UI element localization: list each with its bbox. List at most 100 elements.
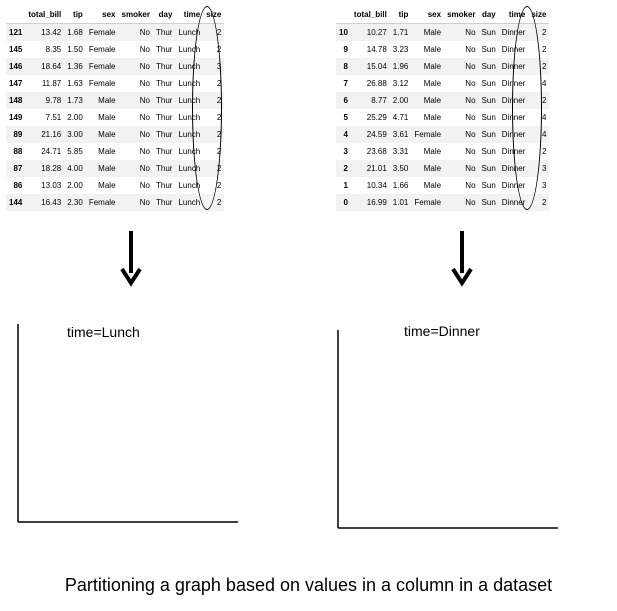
row-index: 5 bbox=[343, 113, 348, 122]
table-cell: 18.64 bbox=[41, 62, 62, 71]
table-cell: 3 bbox=[542, 164, 547, 173]
row-index: 9 bbox=[343, 45, 348, 54]
table-cell: No bbox=[465, 198, 476, 207]
table-row: 6 8.77 2.00 Male No Sun Dinner 2 bbox=[336, 92, 550, 109]
table-cell: Thur bbox=[155, 79, 173, 88]
dinner-panel: total_bill tip sex smoker day time size 10 10.2… bbox=[336, 6, 550, 211]
table-cell: 2.00 bbox=[392, 96, 409, 105]
table-cell: No bbox=[465, 45, 476, 54]
table-cell: No bbox=[465, 147, 476, 156]
table-cell: 21.01 bbox=[366, 164, 387, 173]
table-cell: 16.43 bbox=[41, 198, 62, 207]
table-cell: Sun bbox=[481, 198, 496, 207]
table-cell: 11.87 bbox=[41, 79, 62, 88]
table-cell: Thur bbox=[155, 147, 173, 156]
column-header bbox=[336, 6, 351, 24]
row-index: 146 bbox=[9, 62, 23, 71]
table-cell: Sun bbox=[481, 62, 496, 71]
row-index: 86 bbox=[13, 181, 23, 190]
table-cell: Male bbox=[423, 147, 442, 156]
table-cell: 2 bbox=[542, 28, 547, 37]
table-cell: 3.61 bbox=[392, 130, 409, 139]
table-row: 89 21.16 3.00 Male No Thur Lunch 2 bbox=[6, 126, 225, 143]
table-cell: 1.63 bbox=[67, 79, 83, 88]
column-header: sex bbox=[85, 6, 119, 24]
table-cell: No bbox=[465, 113, 476, 122]
table-cell: 4 bbox=[542, 79, 547, 88]
table-cell: Female bbox=[88, 62, 116, 71]
table-cell: Male bbox=[98, 181, 116, 190]
table-cell: 2 bbox=[542, 147, 547, 156]
table-cell: Sun bbox=[481, 181, 496, 190]
table-cell: Dinner bbox=[501, 181, 526, 190]
table-cell: Male bbox=[98, 164, 116, 173]
dinner-table-body: 10 10.27 1.71 Male No Sun Dinner 2 9 14.78 3.23 Mal… bbox=[336, 23, 550, 211]
table-cell: 2.30 bbox=[67, 198, 83, 207]
dinner-table: total_bill tip sex smoker day time size 10 10.2… bbox=[336, 6, 550, 211]
table-cell: 1.36 bbox=[67, 62, 83, 71]
table-cell: 10.27 bbox=[366, 28, 387, 37]
table-row: 2 21.01 3.50 Male No Sun Dinner 3 bbox=[336, 160, 550, 177]
table-cell: 1.73 bbox=[67, 96, 83, 105]
column-header: smoker bbox=[118, 6, 153, 24]
table-cell: Thur bbox=[155, 113, 173, 122]
table-cell: Male bbox=[98, 147, 116, 156]
table-cell: Male bbox=[423, 164, 442, 173]
table-cell: 4 bbox=[542, 113, 547, 122]
table-cell: 2 bbox=[542, 96, 547, 105]
table-cell: Thur bbox=[155, 96, 173, 105]
table-cell: 2 bbox=[542, 198, 547, 207]
table-row: 144 16.43 2.30 Female No Thur Lunch 2 bbox=[6, 194, 225, 211]
row-index: 149 bbox=[9, 113, 23, 122]
table-cell: 4.00 bbox=[67, 164, 83, 173]
table-cell: No bbox=[139, 164, 150, 173]
row-index: 145 bbox=[9, 45, 23, 54]
dinner-axes bbox=[337, 330, 558, 529]
table-cell: 3.50 bbox=[392, 164, 409, 173]
row-index: 3 bbox=[343, 147, 348, 156]
table-cell: 5.85 bbox=[67, 147, 83, 156]
table-cell: 9.78 bbox=[45, 96, 62, 105]
table-cell: Male bbox=[98, 113, 116, 122]
table-cell: 14.78 bbox=[366, 45, 387, 54]
table-cell: Dinner bbox=[501, 198, 526, 207]
table-row: 86 13.03 2.00 Male No Thur Lunch 2 bbox=[6, 177, 224, 194]
table-cell: Male bbox=[98, 96, 116, 105]
column-header: tip bbox=[389, 6, 412, 24]
table-cell: 23.68 bbox=[366, 147, 387, 156]
table-cell: No bbox=[139, 62, 150, 71]
table-cell: Male bbox=[423, 79, 442, 88]
table-cell: Sun bbox=[481, 130, 496, 139]
table-cell: 1.66 bbox=[392, 181, 409, 190]
table-cell: No bbox=[465, 62, 476, 71]
row-index: 88 bbox=[13, 147, 23, 156]
table-cell: 1.71 bbox=[392, 28, 409, 37]
table-cell: Thur bbox=[155, 130, 173, 139]
table-cell: 2.00 bbox=[67, 181, 83, 190]
table-cell: No bbox=[139, 181, 150, 190]
table-cell: 2 bbox=[216, 164, 222, 173]
dinner-facet-label: time=Dinner bbox=[404, 323, 480, 339]
table-cell: 2 bbox=[542, 45, 547, 54]
row-index: 148 bbox=[9, 96, 23, 105]
table-cell: 26.88 bbox=[366, 79, 387, 88]
time-column-highlight-oval bbox=[192, 6, 222, 210]
table-cell: Thur bbox=[155, 45, 173, 54]
table-cell: Lunch bbox=[178, 45, 201, 54]
table-cell: Lunch bbox=[178, 164, 201, 173]
table-cell: Male bbox=[423, 113, 442, 122]
table-cell: 13.42 bbox=[41, 28, 62, 37]
row-index: 87 bbox=[13, 164, 23, 173]
row-index: 2 bbox=[343, 164, 348, 173]
table-cell: 2 bbox=[542, 62, 547, 71]
table-cell: No bbox=[465, 96, 476, 105]
table-cell: 10.34 bbox=[366, 181, 387, 190]
down-arrow-icon bbox=[120, 231, 142, 287]
table-cell: 3.23 bbox=[392, 45, 409, 54]
column-header: smoker bbox=[444, 6, 479, 24]
table-cell: 13.03 bbox=[41, 181, 62, 190]
table-cell: No bbox=[139, 28, 150, 37]
table-cell: 4.71 bbox=[392, 113, 409, 122]
row-index: 6 bbox=[343, 96, 348, 105]
row-index: 7 bbox=[343, 79, 348, 88]
